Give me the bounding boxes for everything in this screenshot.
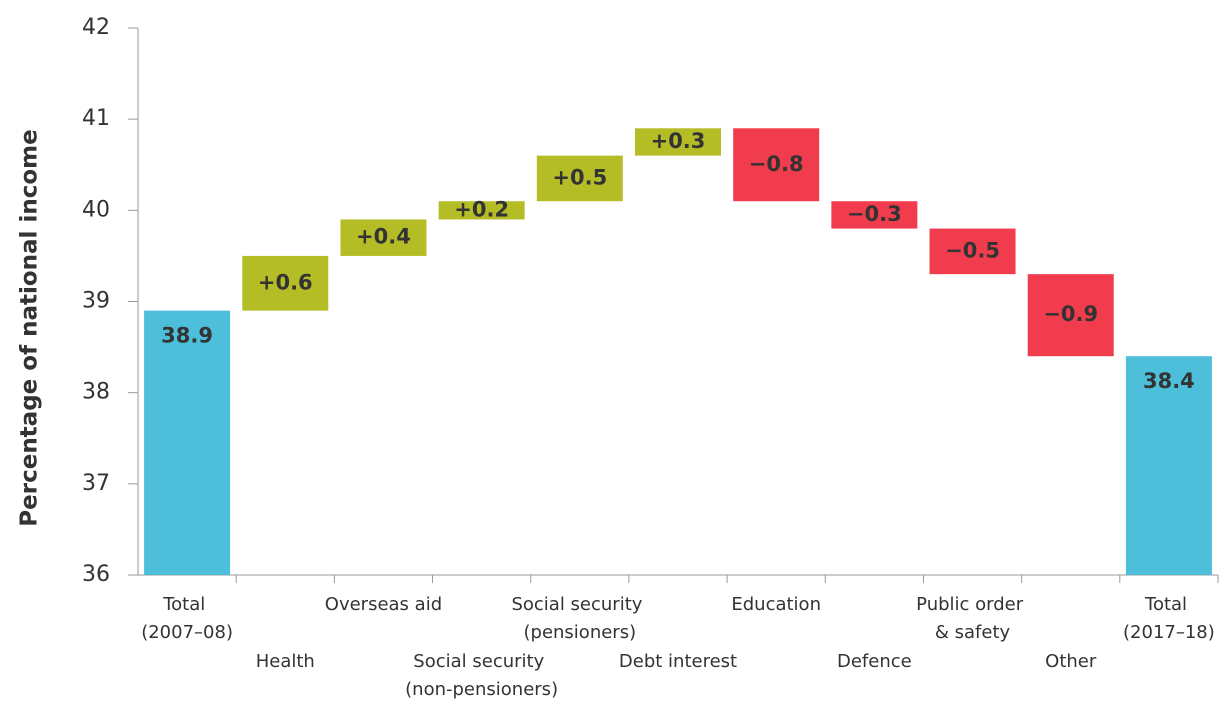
x-tick-label-line: (non-pensioners) [405,679,558,700]
x-tick-label-line: Other [1045,651,1097,672]
x-tick-label-line: Health [256,651,315,672]
x-tick-label: Education [731,594,821,615]
x-tick-label: Total (2017–18) [1123,594,1215,643]
x-tick-label: Public order & safety [916,594,1029,643]
data-label: −0.9 [1043,302,1098,326]
x-tick-label: Overseas aid [325,594,442,615]
data-label: +0.5 [552,165,607,189]
x-tick-label-line: Social security [413,651,544,672]
x-tick-label-line: (pensioners) [524,622,637,643]
bar [144,310,231,575]
y-tick-label: 40 [82,197,110,222]
x-tick-label-line: Overseas aid [325,594,442,615]
data-label: 38.9 [161,324,213,348]
data-label: +0.2 [454,197,509,221]
data-label: −0.8 [749,152,804,176]
x-tick-label-line: & safety [935,622,1011,643]
x-tick-label-line: Defence [837,651,912,672]
x-tick-label-line: Total [1144,594,1187,615]
bar [929,228,1016,275]
data-label: −0.5 [945,238,1000,262]
bar [1027,274,1114,357]
x-tick-label: Total (2007–08) [141,594,233,643]
x-tick-label-line: Social security [511,594,642,615]
y-tick-label: 36 [82,562,110,587]
x-tick-label: Social security (pensioners) [511,594,648,643]
y-tick-label: 41 [82,106,110,131]
data-label: +0.6 [258,270,313,294]
x-tick-label: Defence [837,651,912,672]
data-label: +0.3 [651,129,706,153]
x-tick-label-line: (2017–18) [1123,622,1215,643]
x-tick-label-line: Public order [916,594,1024,615]
data-label: 38.4 [1143,369,1195,393]
x-tick-label: Other [1045,651,1097,672]
y-tick-label: 42 [82,15,110,40]
bar [733,128,820,202]
x-tick-label-line: Debt interest [619,651,737,672]
x-tick-label: Debt interest [619,651,737,672]
bar [831,201,918,229]
x-tick-label: Social security (non-pensioners) [405,651,558,700]
bar [1125,356,1212,575]
x-tick-label: Health [256,651,315,672]
y-tick-label: 38 [82,380,110,405]
x-tick-label-line: Total [162,594,205,615]
x-tick-label-line: (2007–08) [141,622,233,643]
y-tick-label: 37 [82,471,110,496]
x-tick-label-line: Education [731,594,821,615]
bar [340,219,427,256]
bar [242,255,329,311]
bar [635,128,721,156]
bar [438,201,525,220]
y-axis-label: Percentage of national income [17,129,43,526]
y-tick-label: 39 [82,289,110,314]
data-label: +0.4 [356,225,411,249]
data-label: −0.3 [847,202,902,226]
bar [536,155,623,202]
